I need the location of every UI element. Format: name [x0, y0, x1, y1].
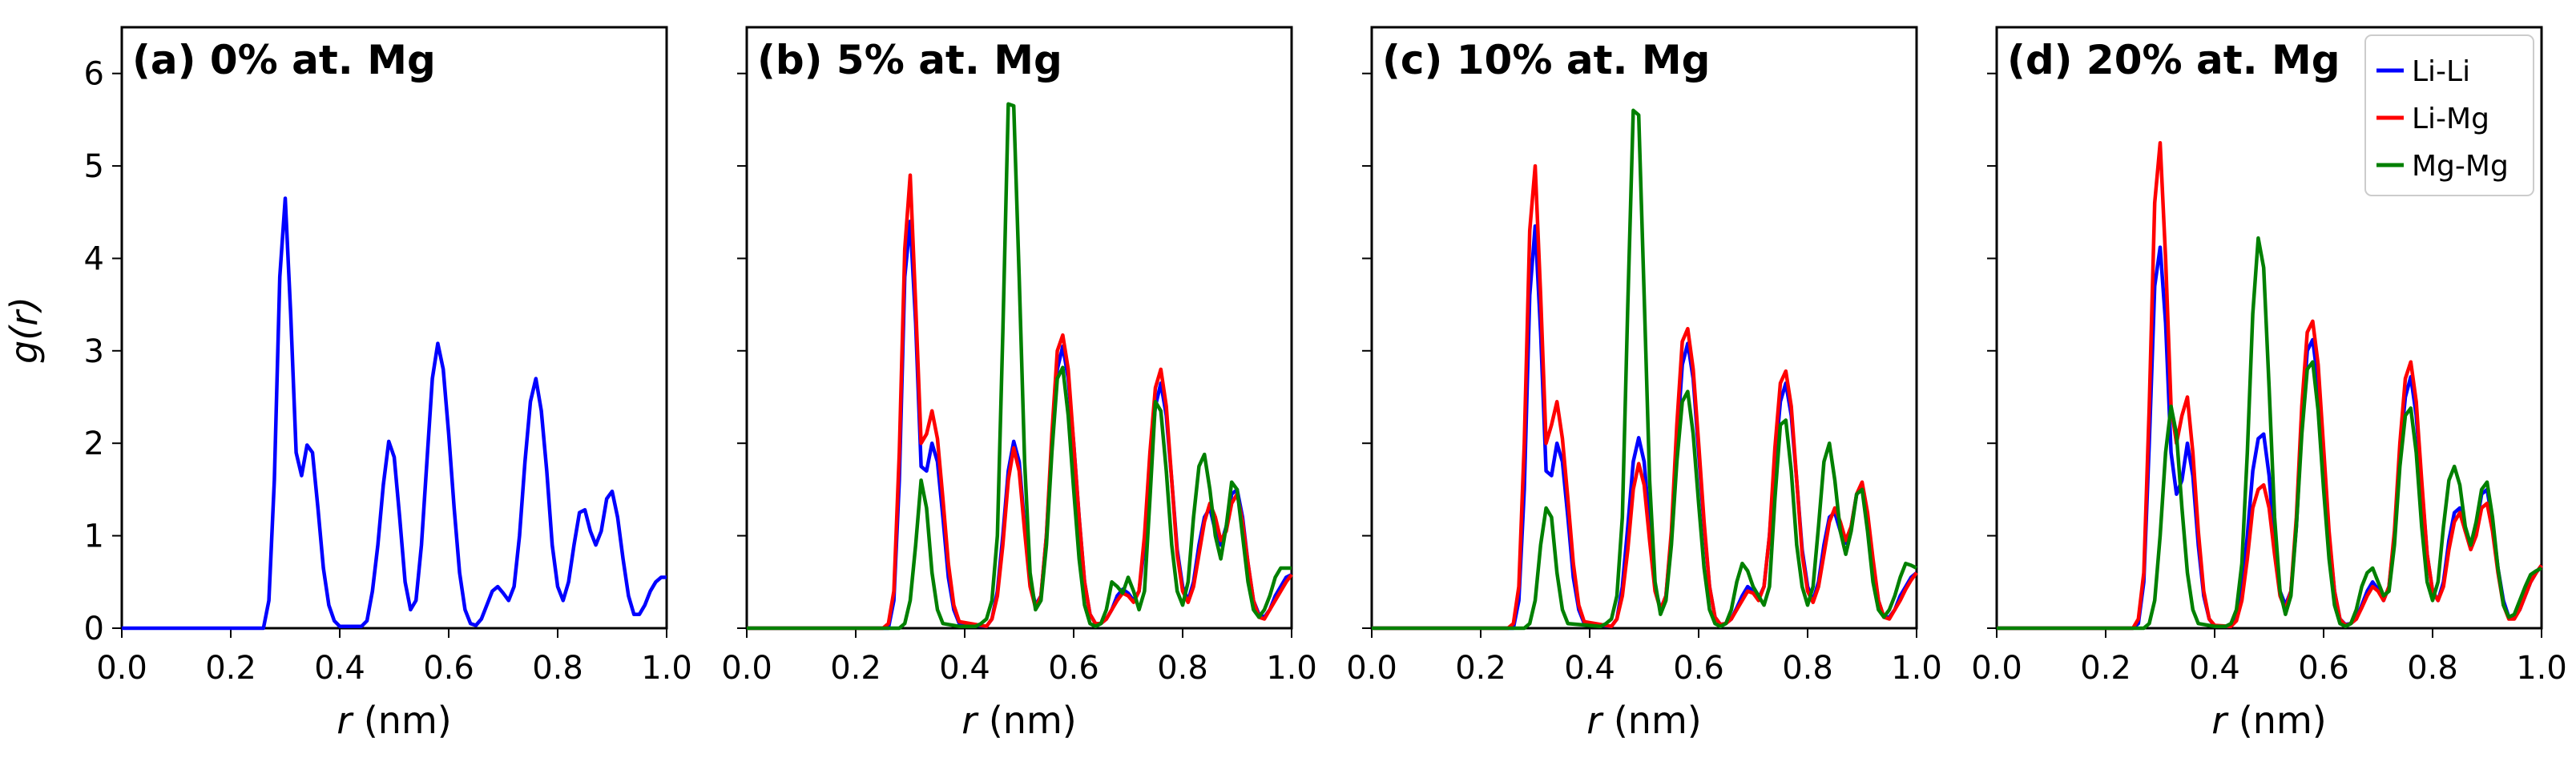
y-tick-label: 1 — [84, 518, 104, 555]
panel-a-x-ticks: 0.0 0.2 0.4 0.6 0.8 1.0 — [96, 628, 692, 687]
x-tick-label: 0.2 — [1455, 650, 1506, 687]
y-tick-label: 4 — [84, 241, 104, 278]
panel-a-x-axis-label: r (nm) — [337, 699, 451, 742]
y-tick-label: 5 — [84, 148, 104, 185]
panel-b: 0.0 0.2 0.4 0.6 0.8 1.0 r (nm) (b) 5% at… — [721, 26, 1317, 742]
panel-b-series — [747, 102, 1293, 631]
x-tick-label: 1.0 — [1266, 650, 1317, 687]
y-axis-label: g(r) — [2, 296, 46, 364]
legend: Li-Li Li-Mg Mg-Mg — [2364, 34, 2534, 196]
x-tick-label: 1.0 — [641, 650, 692, 687]
x-tick-label: 0.4 — [314, 650, 365, 687]
legend-label-mg-mg: Mg-Mg — [2412, 150, 2509, 183]
x-tick-label: 0.0 — [1346, 650, 1397, 687]
x-tick-label: 0.8 — [1782, 650, 1833, 687]
panel-a-y-ticks: 0 1 2 3 4 5 6 — [84, 56, 122, 647]
x-tick-label: 1.0 — [1891, 650, 1942, 687]
y-tick-label: 6 — [84, 56, 104, 93]
panel-b-title: (b) 5% at. Mg — [757, 37, 1062, 83]
panel-a-frame — [120, 26, 668, 630]
panel-d: 0.0 0.2 0.4 0.6 0.8 1.0 r (nm) (d) 20% a… — [1971, 26, 2567, 742]
series-line-li-li — [122, 196, 667, 631]
x-tick-label: 0.2 — [2080, 650, 2131, 687]
legend-label-li-mg: Li-Mg — [2412, 103, 2489, 135]
panel-d-title: (d) 20% at. Mg — [2007, 37, 2340, 83]
x-tick-label: 0.4 — [939, 650, 990, 687]
panel-a-series — [122, 196, 667, 631]
panel-a-title: (a) 0% at. Mg — [132, 37, 436, 83]
x-tick-label: 0.8 — [1157, 650, 1208, 687]
legend-label-li-li: Li-Li — [2412, 55, 2470, 88]
panel-b-x-axis-label: r (nm) — [961, 699, 1076, 742]
panel-b-frame — [745, 26, 1293, 630]
y-tick-label: 3 — [84, 333, 104, 370]
x-tick-label: 0.2 — [205, 650, 256, 687]
panel-c-y-ticks — [1362, 72, 1372, 629]
panel-c-series — [1372, 108, 1918, 631]
x-tick-label: 0.6 — [1673, 650, 1724, 687]
panel-a: 0 1 2 3 4 5 6 0.0 0.2 0.4 0.6 0.8 1.0 r … — [84, 26, 692, 742]
panel-c-x-axis-label: r (nm) — [1586, 699, 1701, 742]
series-line-mg-mg — [1997, 236, 2543, 631]
panel-d-series — [1997, 140, 2543, 631]
series-line-li-mg — [1372, 163, 1918, 631]
x-tick-label: 0.0 — [721, 650, 772, 687]
series-line-li-li — [1997, 245, 2543, 631]
x-tick-label: 0.8 — [2407, 650, 2458, 687]
panel-c-x-ticks: 0.0 0.2 0.4 0.6 0.8 1.0 — [1346, 628, 1942, 687]
x-tick-label: 0.8 — [532, 650, 583, 687]
series-line-mg-mg — [747, 102, 1292, 631]
x-tick-label: 0.4 — [1564, 650, 1615, 687]
x-tick-label: 0.6 — [423, 650, 474, 687]
x-tick-label: 0.0 — [1971, 650, 2022, 687]
panel-c: 0.0 0.2 0.4 0.6 0.8 1.0 r (nm) (c) 10% a… — [1346, 26, 1942, 742]
panel-d-x-ticks: 0.0 0.2 0.4 0.6 0.8 1.0 — [1971, 628, 2567, 687]
panel-d-y-ticks — [1987, 72, 1997, 629]
x-tick-label: 0.6 — [2298, 650, 2349, 687]
y-tick-label: 2 — [84, 425, 104, 462]
panel-c-frame — [1370, 26, 1918, 630]
legend-box — [2364, 34, 2534, 196]
panel-d-x-axis-label: r (nm) — [2211, 699, 2326, 742]
panel-d-frame — [1995, 26, 2543, 630]
x-tick-label: 0.0 — [96, 650, 147, 687]
x-tick-label: 1.0 — [2516, 650, 2567, 687]
panel-b-x-ticks: 0.0 0.2 0.4 0.6 0.8 1.0 — [721, 628, 1317, 687]
x-tick-label: 0.4 — [2189, 650, 2240, 687]
panel-c-title: (c) 10% at. Mg — [1382, 37, 1710, 83]
x-tick-label: 0.6 — [1048, 650, 1099, 687]
series-line-mg-mg — [1372, 108, 1918, 631]
panel-b-y-ticks — [737, 72, 747, 629]
y-tick-label: 0 — [84, 611, 104, 647]
x-tick-label: 0.2 — [830, 650, 881, 687]
